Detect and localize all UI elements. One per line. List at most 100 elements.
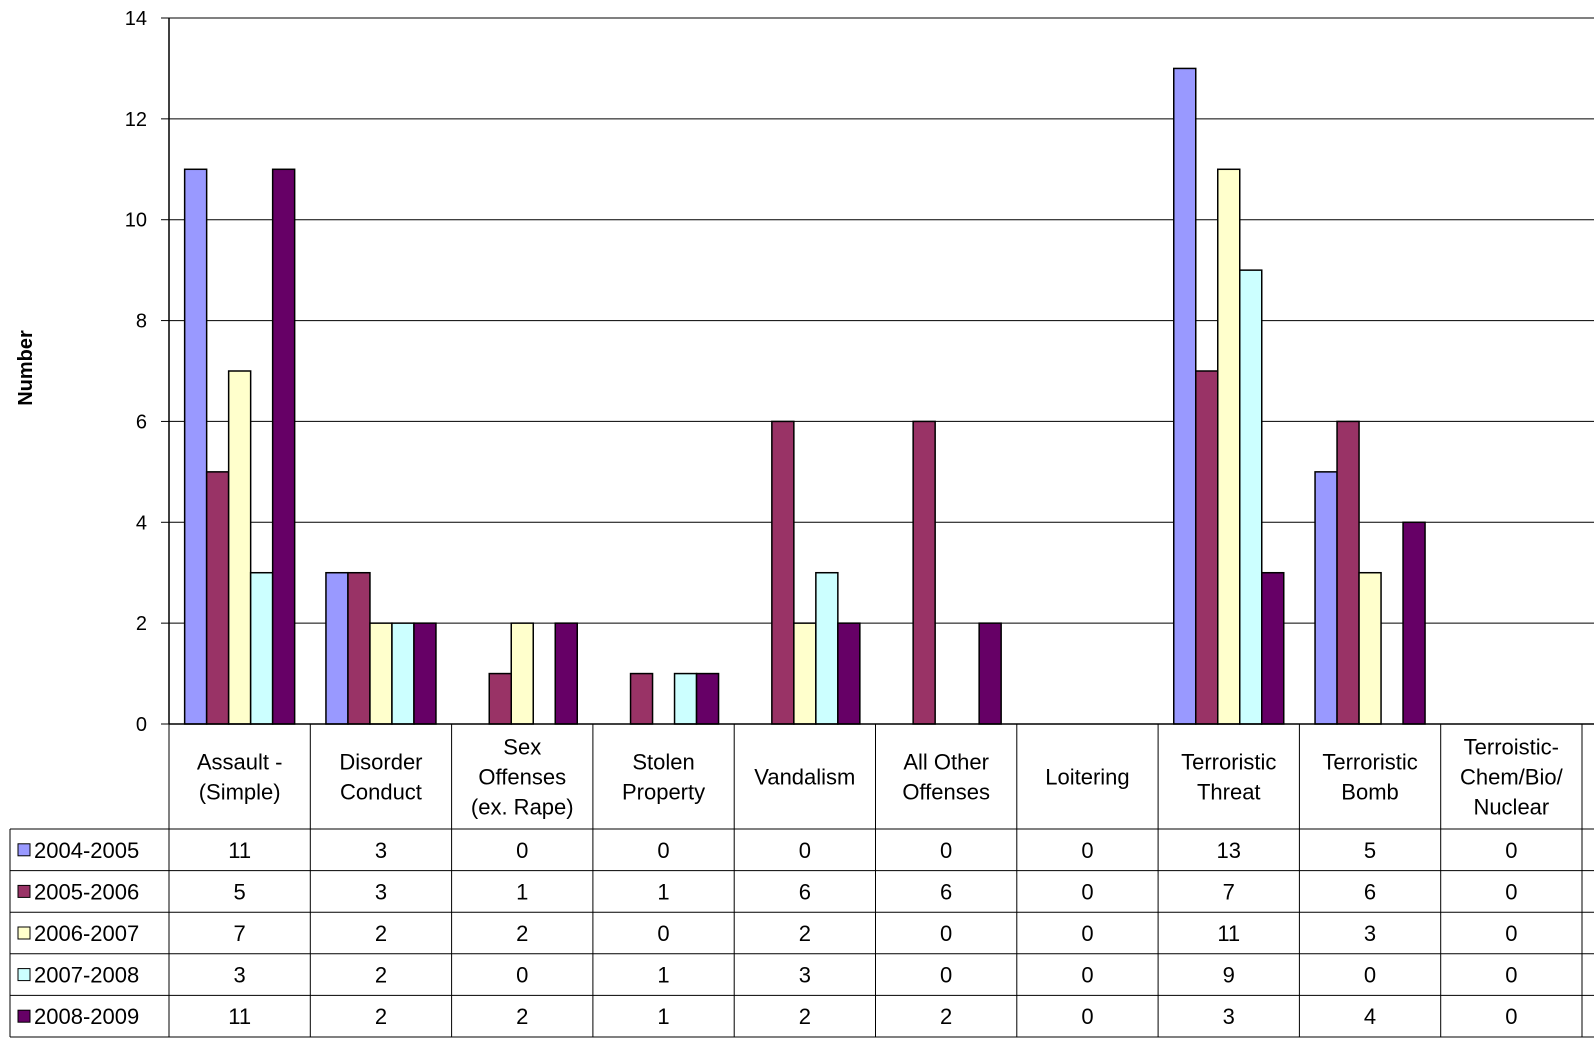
bar — [369, 622, 393, 725]
table-cell-value: 11 — [228, 1004, 251, 1029]
bar — [815, 571, 839, 725]
bar — [227, 370, 252, 725]
table-cell-value: 1 — [657, 963, 669, 988]
y-tick-label: 8 — [136, 311, 147, 333]
table-cell-value: 0 — [516, 838, 528, 863]
y-tick-label: 10 — [125, 210, 147, 232]
table-cell-value: 0 — [516, 963, 528, 988]
table-cell-value: 11 — [228, 838, 251, 863]
category-label: Sex — [503, 735, 541, 760]
table-cell-value: 11 — [1217, 921, 1240, 946]
legend-swatch — [17, 1009, 31, 1023]
category-label: Offenses — [478, 765, 566, 790]
bar — [1261, 571, 1285, 725]
category-label: Bomb — [1341, 780, 1398, 805]
category-label: Terroristic — [1322, 750, 1417, 775]
table-cell-value: 13 — [1217, 838, 1241, 863]
table-cell-value: 7 — [234, 921, 246, 946]
legend-swatch — [17, 884, 31, 898]
legend-swatch — [17, 926, 31, 940]
bar — [673, 672, 698, 725]
bar — [391, 622, 415, 725]
category-label: Assault - — [197, 750, 283, 775]
bar — [205, 471, 230, 725]
legend-label: 2004-2005 — [34, 838, 139, 863]
table-cell-value: 1 — [657, 1004, 669, 1029]
table-cell-value: 1 — [657, 879, 669, 904]
axes: 0 2 4 6 8 10 12 14 — [125, 8, 1594, 736]
bar — [695, 672, 720, 725]
table-cell-value: 2 — [799, 1004, 811, 1029]
table-cell-value: 2 — [375, 921, 387, 946]
category-label: Stolen — [632, 750, 694, 775]
category-label: Property — [622, 780, 705, 805]
table-cell-value: 2 — [940, 1004, 952, 1029]
bar — [629, 672, 654, 725]
category-label: Conduct — [340, 780, 422, 805]
bar — [1239, 269, 1263, 725]
bar — [183, 168, 208, 725]
table-cell-value: 6 — [1364, 879, 1376, 904]
category-label: Terroistic- — [1464, 735, 1559, 760]
y-tick-label: 6 — [136, 411, 147, 433]
y-tick-label: 12 — [125, 109, 147, 131]
table-cell-value: 6 — [799, 879, 811, 904]
y-tick-label: 14 — [125, 8, 147, 30]
legend-label: 2008-2009 — [34, 1004, 139, 1029]
table-cell-value: 2 — [375, 963, 387, 988]
table-cell-value: 3 — [1364, 921, 1376, 946]
category-label: Loitering — [1045, 765, 1129, 790]
y-tick-label: 0 — [136, 714, 147, 736]
category-label: Terroristic — [1181, 750, 1276, 775]
table-cell-value: 0 — [940, 963, 952, 988]
table-cell-value: 0 — [1081, 1004, 1093, 1029]
table-cell-value: 0 — [1505, 921, 1517, 946]
table-cell-value: 3 — [234, 963, 246, 988]
table-cell-value: 0 — [1081, 963, 1093, 988]
bar — [1314, 471, 1338, 725]
table-cell-value: 0 — [657, 921, 669, 946]
bar — [325, 571, 349, 725]
table-cell-value: 3 — [375, 879, 387, 904]
category-label: Offenses — [902, 780, 990, 805]
category-label: Disorder — [339, 750, 422, 775]
legend-swatch — [17, 968, 31, 982]
table-cell-value: 1 — [516, 879, 528, 904]
legend-swatch — [17, 843, 31, 857]
table-cell-value: 0 — [1505, 879, 1517, 904]
bar — [413, 622, 437, 725]
bar — [1217, 168, 1241, 725]
table-cell-value: 5 — [1364, 838, 1376, 863]
table-cell-value: 2 — [799, 921, 811, 946]
gridlines — [169, 17, 1594, 624]
table-cell-value: 0 — [1081, 921, 1093, 946]
bar — [1195, 370, 1219, 725]
table-cell-value: 3 — [1223, 1004, 1235, 1029]
table-cell-value: 0 — [1364, 963, 1376, 988]
table-cell-value: 0 — [1081, 838, 1093, 863]
bar — [1173, 67, 1197, 725]
legend-label: 2007-2008 — [34, 963, 139, 988]
bar — [771, 420, 795, 725]
table-cell-value: 0 — [1505, 1004, 1517, 1029]
category-label: Nuclear — [1473, 795, 1549, 820]
table-cell-value: 0 — [799, 838, 811, 863]
table-cell-value: 0 — [1505, 963, 1517, 988]
legend-label: 2005-2006 — [34, 879, 139, 904]
y-axis-title: Number — [15, 330, 37, 406]
y-tick-label: 4 — [136, 512, 147, 534]
table-cell-value: 0 — [1081, 879, 1093, 904]
category-label: Threat — [1197, 780, 1261, 805]
bar — [793, 622, 817, 725]
y-tick-label: 2 — [136, 613, 147, 635]
table-cell-value: 3 — [375, 838, 387, 863]
bar — [912, 420, 936, 725]
table-cell-value: 0 — [940, 838, 952, 863]
bar — [271, 168, 296, 725]
bar — [978, 622, 1002, 725]
table-cell-value: 5 — [234, 879, 246, 904]
table-cell-value: 2 — [375, 1004, 387, 1029]
table-cell-value: 2 — [516, 1004, 528, 1029]
bars — [183, 67, 1426, 725]
